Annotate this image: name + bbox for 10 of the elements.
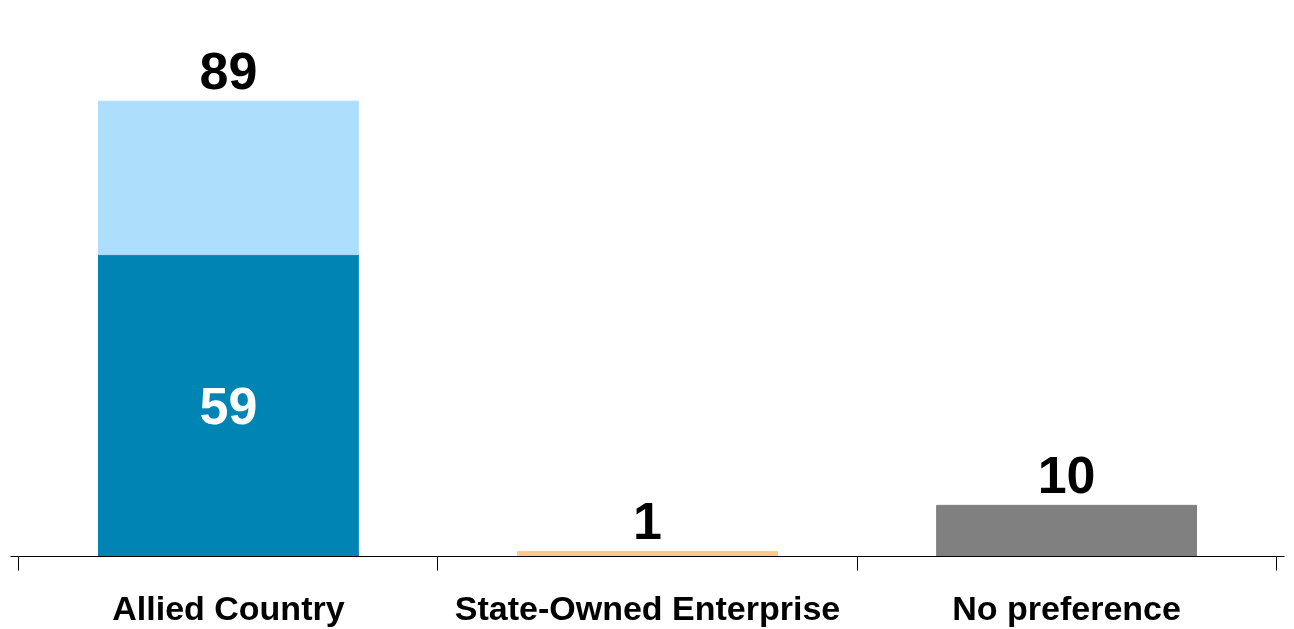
x-tick-label: State-Owned Enterprise — [454, 588, 841, 627]
bar — [98, 254, 359, 557]
total-label: 89 — [199, 42, 258, 101]
bar — [98, 100, 359, 256]
x-tick-label: Allied Country — [112, 588, 345, 627]
total-label: 10 — [1037, 446, 1096, 505]
x-tick-label: No preference — [952, 588, 1181, 627]
data-label: 59 — [199, 376, 258, 435]
bar — [936, 504, 1197, 557]
total-label: 1 — [633, 492, 662, 551]
